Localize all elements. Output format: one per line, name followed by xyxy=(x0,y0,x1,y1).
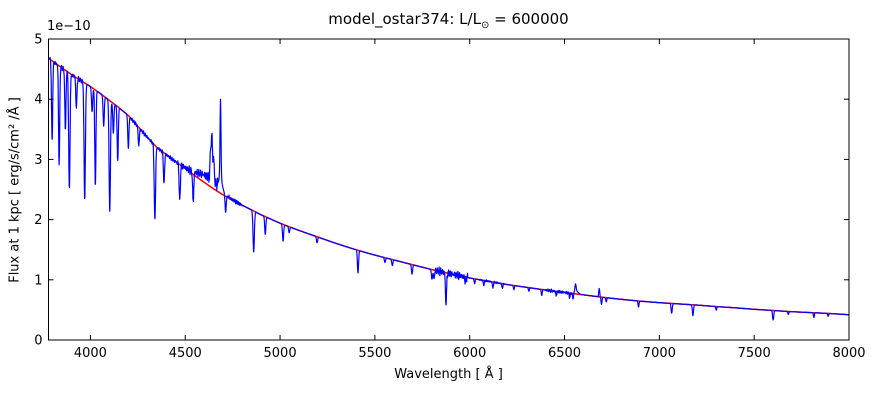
y-tick-label: 1 xyxy=(34,273,42,288)
x-tick-label: 4500 xyxy=(169,346,202,361)
plot-title: model_ostar374: L/L⊙ = 600000 xyxy=(48,10,849,31)
y-tick-label: 2 xyxy=(34,213,42,228)
x-axis-label: Wavelength [ Å ] xyxy=(394,367,503,382)
x-tick-label: 7500 xyxy=(738,346,771,361)
y-tick-label: 0 xyxy=(34,334,42,349)
x-tick-label: 5500 xyxy=(358,346,391,361)
x-tick-label: 5000 xyxy=(264,346,297,361)
continuum-line xyxy=(48,57,849,316)
spectrum-line xyxy=(47,56,850,321)
x-tick-label: 4000 xyxy=(74,346,107,361)
plot-title-suffix: = 600000 xyxy=(489,10,569,28)
plot-title-solar-symbol: ⊙ xyxy=(480,20,490,31)
plot-title-prefix: model_ostar374: L/L xyxy=(328,10,481,28)
plot-frame xyxy=(48,38,850,341)
y-tick-label: 5 xyxy=(34,33,42,48)
x-tick-label: 6000 xyxy=(453,346,486,361)
y-tick-label: 4 xyxy=(34,93,42,108)
x-tick-label: 7000 xyxy=(643,346,676,361)
x-tick-label: 6500 xyxy=(548,346,581,361)
y-axis-offset-label: 1e−10 xyxy=(47,19,91,34)
x-tick-label: 8000 xyxy=(832,346,865,361)
y-tick-label: 3 xyxy=(34,153,42,168)
